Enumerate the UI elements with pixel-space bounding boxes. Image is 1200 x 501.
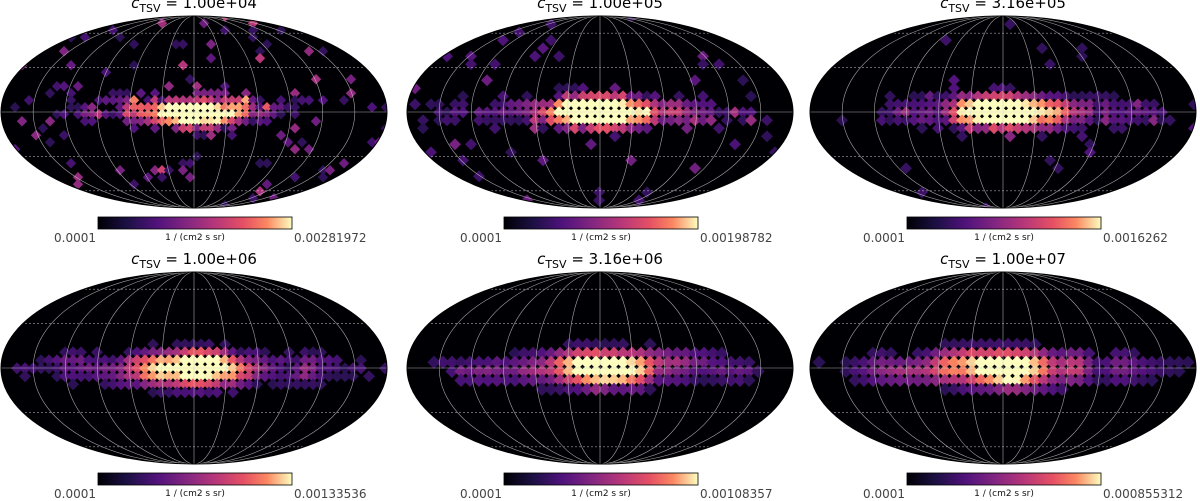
panel-title: cTSV = 3.16e+05 [940, 0, 1066, 15]
map-outline [0, 15, 388, 209]
colorbar [503, 472, 699, 486]
map-panel-6: cTSV = 1.00e+07 0.0001 0.000855312 1 / (cm2… [809, 250, 1197, 501]
colorbar-unit-label: 1 / (cm2 s sr) [571, 233, 631, 243]
colorbar-unit-label: 1 / (cm2 s sr) [165, 233, 225, 243]
colorbar-min-label: 0.0001 [460, 231, 502, 245]
map-outline [809, 271, 1197, 465]
colorbar-max-label: 0.00133536 [294, 487, 367, 501]
colorbar-unit-label: 1 / (cm2 s sr) [974, 233, 1034, 243]
colorbar-max-label: 0.00198782 [700, 231, 773, 245]
panel-title: cTSV = 1.00e+05 [537, 0, 663, 15]
panel-title: cTSV = 1.00e+06 [131, 250, 257, 271]
colorbar-max-label: 0.0016262 [1103, 231, 1168, 245]
colorbar-min-label: 0.0001 [863, 487, 905, 501]
colorbar-min-label: 0.0001 [54, 487, 96, 501]
colorbar-max-label: 0.00108357 [700, 487, 773, 501]
colorbar [906, 216, 1102, 230]
map-outline [406, 15, 794, 209]
intensity-cells [9, 16, 387, 208]
colorbar-min-label: 0.0001 [54, 231, 96, 245]
colorbar-max-label: 0.00281972 [294, 231, 367, 245]
panel-title: cTSV = 1.00e+07 [940, 250, 1066, 271]
colorbar [97, 472, 293, 486]
colorbar-min-label: 0.0001 [863, 231, 905, 245]
intensity-cells [427, 337, 765, 397]
map-outline [0, 271, 388, 465]
colorbar [906, 472, 1102, 486]
map-panel-1: cTSV = 1.00e+04 0.0001 0.00281972 1 / (cm2 … [0, 0, 388, 245]
intensity-cells [812, 337, 1195, 397]
intensity-cells [11, 338, 387, 399]
colorbar-unit-label: 1 / (cm2 s sr) [165, 489, 225, 499]
colorbar-unit-label: 1 / (cm2 s sr) [571, 489, 631, 499]
graticule [1, 16, 387, 208]
map-outline [406, 271, 794, 465]
map-panel-2: cTSV = 1.00e+05 0.0001 0.00198782 1 / (cm2 … [406, 0, 794, 245]
map-panel-4: cTSV = 1.00e+06 0.0001 0.00133536 1 / (cm2 … [0, 250, 388, 501]
map-panel-3: cTSV = 3.16e+05 0.0001 0.0016262 1 / (cm2 s… [809, 0, 1197, 245]
panel-title: cTSV = 1.00e+04 [131, 0, 257, 15]
map-outline [809, 15, 1197, 209]
colorbar-max-label: 0.000855312 [1103, 487, 1183, 501]
intensity-cells [836, 18, 1196, 208]
map-panel-5: cTSV = 3.16e+06 0.0001 0.00108357 1 / (cm2 … [406, 250, 794, 501]
graticule [407, 16, 793, 208]
colorbar [97, 216, 293, 230]
colorbar [503, 216, 699, 230]
colorbar-min-label: 0.0001 [460, 487, 502, 501]
panel-title: cTSV = 3.16e+06 [537, 250, 663, 271]
graticule [810, 16, 1196, 208]
colorbar-unit-label: 1 / (cm2 s sr) [974, 489, 1034, 499]
graticule [407, 272, 793, 464]
